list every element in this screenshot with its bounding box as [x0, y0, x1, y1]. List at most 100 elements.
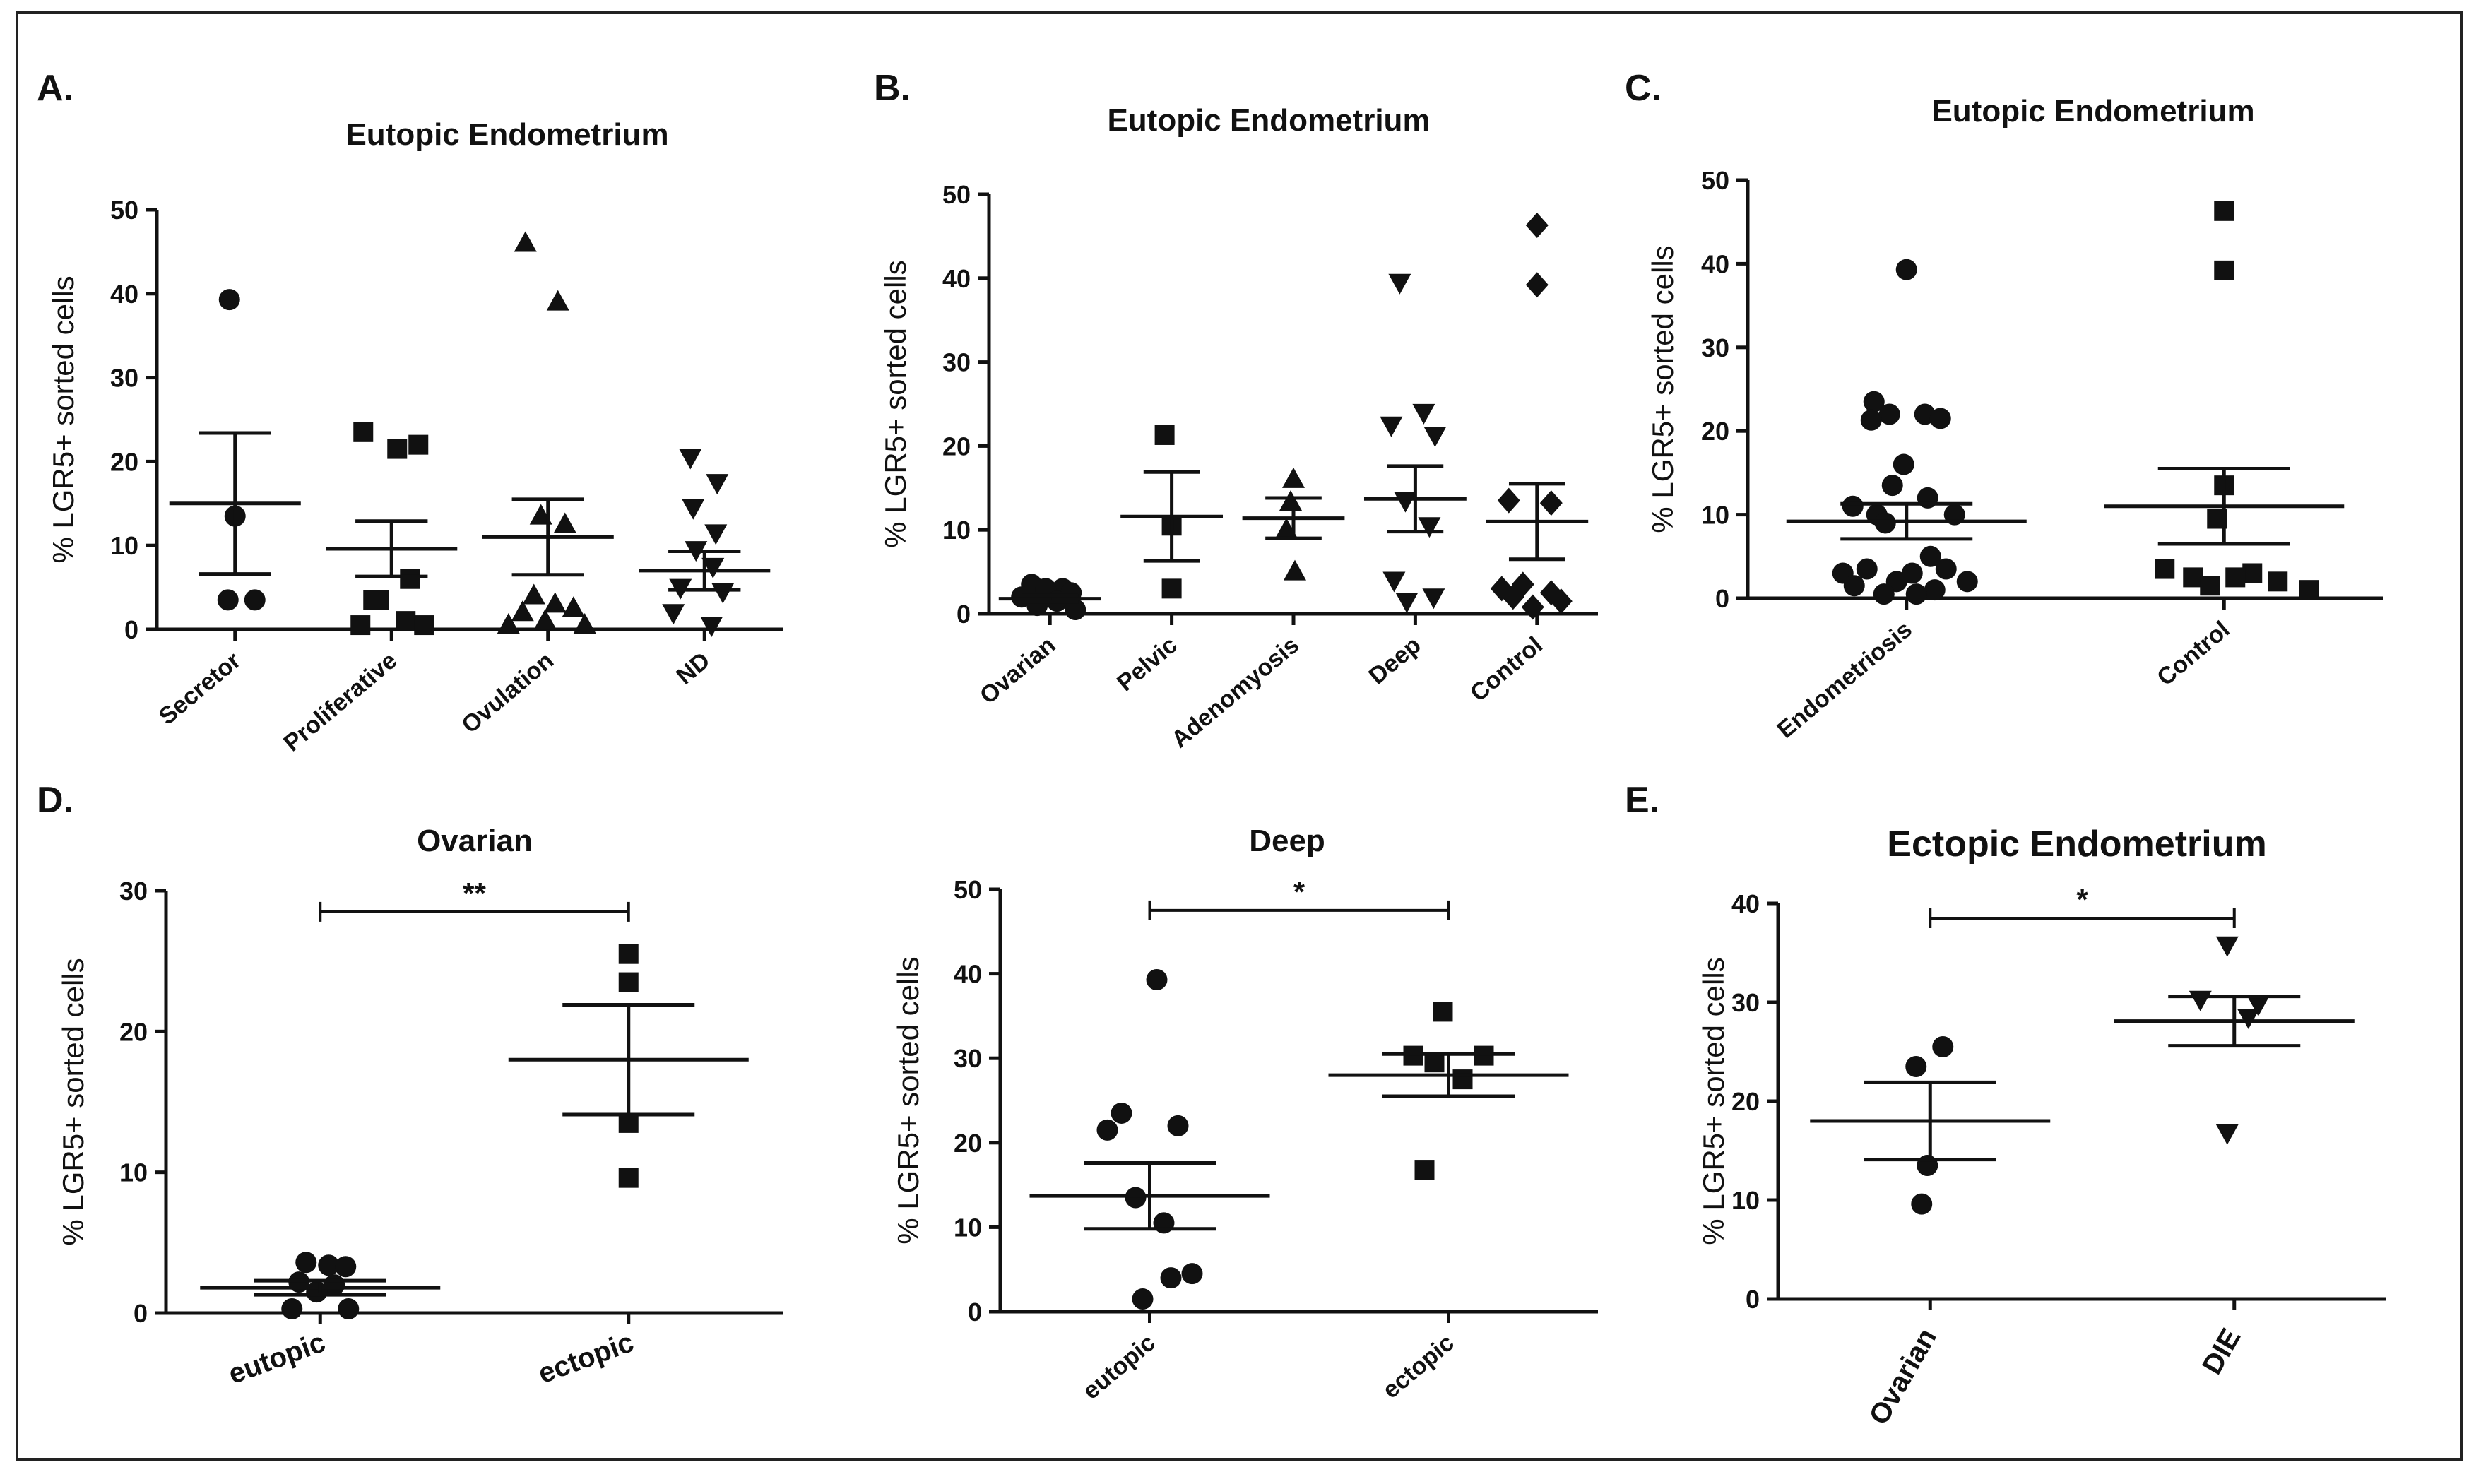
- panel-d1-title: Ovarian: [417, 824, 533, 858]
- panel-b-y-tick-label: 30: [942, 348, 971, 377]
- panel-e-y-tick-label: 30: [1731, 988, 1760, 1017]
- panel-d1-point: [618, 1168, 639, 1188]
- panel-d1-point: [295, 1252, 317, 1274]
- panel-b-point: [1065, 599, 1086, 621]
- panel-b-point: [1497, 487, 1520, 514]
- panel-c-point: [2214, 201, 2234, 221]
- panel-d1-y-tick-label: 20: [119, 1017, 148, 1046]
- panel-c-point: [1924, 579, 1946, 601]
- panel-a-point: [396, 611, 416, 631]
- panel-a-y-tick-label: 50: [110, 196, 138, 225]
- panel-b-point: [1418, 517, 1441, 538]
- panel-c-letter: C.: [1625, 68, 1662, 109]
- panel-b-y-tick-label: 20: [942, 432, 971, 461]
- panel-a-point: [562, 596, 585, 617]
- panel-b-point: [1161, 578, 1182, 599]
- panel-c-y-tick-label: 20: [1701, 417, 1729, 446]
- panel-b-point: [1380, 416, 1403, 437]
- panel-c-point: [1905, 583, 1927, 605]
- panel-a-point: [497, 613, 520, 634]
- panel-b-point: [1388, 273, 1411, 295]
- panel-a-point: [244, 589, 266, 611]
- panel-c-point: [1860, 409, 1882, 431]
- panel-a-point: [408, 434, 429, 455]
- panel-c-point: [1929, 408, 1951, 429]
- panel-d1-y-tick-label: 0: [134, 1299, 148, 1328]
- panel-d2-y-tick-label: 10: [954, 1213, 982, 1242]
- panel-b-point: [1501, 584, 1524, 610]
- panel-d2-point: [1424, 1052, 1445, 1073]
- panel-a-point: [414, 615, 434, 636]
- panel-e-point: [2215, 1124, 2239, 1145]
- panel-c-point: [1856, 558, 1878, 580]
- panel-d1-letter: D.: [37, 780, 73, 821]
- panel-d2-series-0: [1096, 968, 1203, 1310]
- panel-d2-y-tick-label: 20: [954, 1129, 982, 1158]
- panel-d2-y-label: % LGR5+ sorted cells: [892, 956, 925, 1244]
- panel-b-point: [1423, 426, 1447, 447]
- panel-e-point: [1905, 1056, 1927, 1077]
- panel-d2-point: [1146, 968, 1168, 990]
- panel-c-point: [2214, 260, 2234, 280]
- panel-b-y-tick-label: 40: [942, 264, 971, 293]
- panel-a-series-2: [497, 231, 596, 634]
- panel-a-y-tick-label: 10: [110, 531, 138, 560]
- panel-c-point: [1843, 575, 1865, 597]
- panel-a-letter: A.: [37, 68, 73, 109]
- panel-d2-point: [1414, 1160, 1435, 1180]
- panel-a-point: [387, 439, 408, 459]
- panel-e-point: [1911, 1193, 1933, 1215]
- panel-d1-series-1: [618, 944, 639, 1188]
- panel-e-point: [2237, 1009, 2260, 1029]
- panel-a-y-tick-label: 20: [110, 447, 138, 476]
- panel-d1-point: [618, 972, 639, 992]
- panel-a-point: [353, 422, 374, 442]
- panel-e-sig-label: *: [2076, 883, 2088, 916]
- panel-b-point: [1525, 212, 1549, 238]
- panel-d1-point: [618, 1112, 639, 1133]
- panel-b-point: [1395, 593, 1419, 614]
- panel-c-point: [1895, 259, 1917, 280]
- panel-c-point: [2268, 571, 2288, 592]
- panel-d2-point: [1160, 1267, 1182, 1289]
- panel-a-point: [682, 499, 705, 520]
- panel-a-point: [546, 290, 569, 311]
- panel-e-y-tick-label: 10: [1731, 1186, 1760, 1215]
- panel-a-point: [543, 592, 567, 613]
- panel-c-y-tick-label: 10: [1701, 501, 1729, 530]
- panel-b-y-label: % LGR5+ sorted cells: [879, 260, 912, 547]
- panel-b-point: [1382, 571, 1406, 593]
- panel-c-point: [2242, 563, 2263, 583]
- panel-a-y-tick-label: 0: [124, 615, 138, 644]
- panel-a-point: [704, 524, 728, 545]
- panel-d1-y-tick-label: 10: [119, 1158, 148, 1187]
- panel-a-point: [662, 604, 685, 625]
- panel-b-point: [1154, 425, 1175, 445]
- panel-c-title: Eutopic Endometrium: [1931, 94, 2254, 129]
- panel-a-point: [679, 449, 702, 470]
- panel-c-point: [2225, 567, 2246, 588]
- panel-c-point: [2200, 576, 2220, 596]
- panel-b-point: [1279, 489, 1302, 511]
- panel-d1-point: [618, 944, 639, 964]
- panel-c-point: [1901, 562, 1923, 584]
- panel-a-point: [514, 231, 537, 252]
- panel-d1-point: [335, 1256, 357, 1278]
- panel-a-point: [218, 289, 240, 311]
- panel-b-point: [1282, 467, 1305, 488]
- panel-c-point: [1842, 495, 1864, 517]
- panel-d2-point: [1132, 1288, 1154, 1310]
- panel-d1-point: [318, 1254, 340, 1276]
- panel-d2-point: [1096, 1119, 1118, 1141]
- panel-a-series-1: [350, 422, 434, 636]
- panel-a-point: [369, 590, 389, 610]
- panel-d2-title: Deep: [1249, 824, 1325, 858]
- panel-d2-sig-label: *: [1293, 875, 1305, 908]
- panel-b-point: [1284, 559, 1306, 581]
- panel-e-y-tick-label: 0: [1746, 1285, 1760, 1314]
- panel-d2-point: [1167, 1115, 1189, 1136]
- panel-b-letter: B.: [874, 68, 911, 109]
- panel-c-point: [2299, 580, 2319, 600]
- panel-c-point: [1935, 558, 1957, 580]
